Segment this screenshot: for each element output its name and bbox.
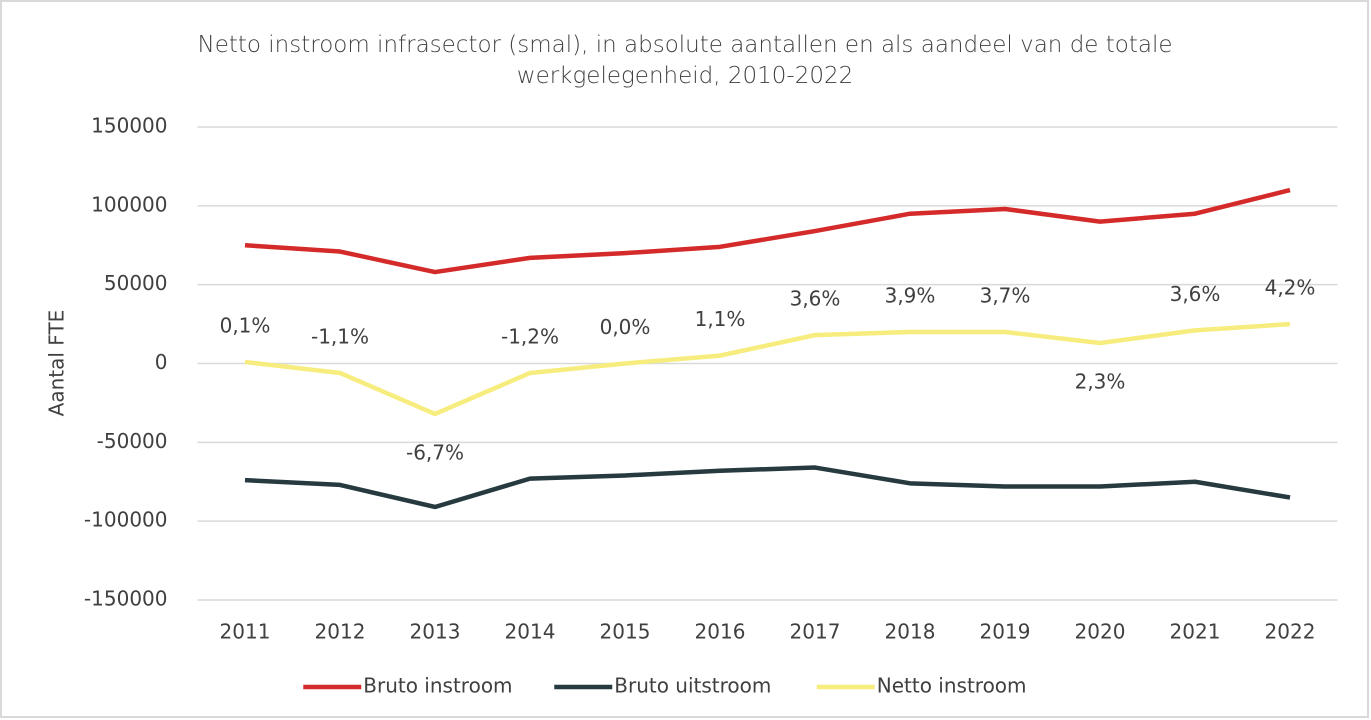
y-axis-label: Aantal FTE (45, 310, 69, 417)
chart-title: Netto instroom infrasector (smal), in ab… (197, 32, 1173, 89)
y-tick-label: 50000 (104, 271, 168, 295)
y-tick-label: -50000 (97, 429, 168, 453)
y-tick-label: -100000 (84, 508, 168, 532)
data-label: 3,7% (980, 283, 1031, 307)
series-line (244, 187, 1291, 275)
x-tick-label: 2013 (410, 620, 461, 644)
data-label: 3,6% (790, 287, 841, 311)
data-label: 3,6% (1170, 282, 1221, 306)
x-tick-label: 2022 (1265, 620, 1316, 644)
x-tick-label: 2016 (695, 620, 746, 644)
y-tick-label: 150000 (91, 114, 167, 138)
x-tick-label: 2017 (790, 620, 841, 644)
data-label: 0,0% (600, 315, 651, 339)
data-label: 4,2% (1265, 276, 1316, 300)
legend-label: Netto instroom (877, 674, 1027, 698)
legend-label: Bruto instroom (363, 674, 512, 698)
y-tick-label: 0 (155, 350, 168, 374)
series-line (244, 321, 1291, 417)
legend-label: Bruto uitstroom (614, 674, 771, 698)
data-label: -6,7% (406, 440, 464, 464)
y-tick-label: -150000 (84, 587, 168, 611)
data-label: 0,1% (220, 313, 271, 337)
x-tick-label: 2011 (220, 620, 271, 644)
data-label: 2,3% (1075, 370, 1126, 394)
data-label: -1,2% (501, 324, 559, 348)
x-tick-label: 2020 (1075, 620, 1126, 644)
data-label: 1,1% (695, 307, 746, 331)
x-tick-label: 2018 (885, 620, 936, 644)
x-tick-label: 2019 (980, 620, 1031, 644)
data-label: -1,1% (311, 324, 369, 348)
data-label: 3,9% (885, 283, 936, 307)
x-tick-label: 2012 (315, 620, 366, 644)
x-tick-label: 2015 (600, 620, 651, 644)
x-tick-label: 2021 (1170, 620, 1221, 644)
x-tick-label: 2014 (505, 620, 556, 644)
series-line (244, 465, 1291, 510)
y-tick-label: 100000 (91, 192, 167, 216)
